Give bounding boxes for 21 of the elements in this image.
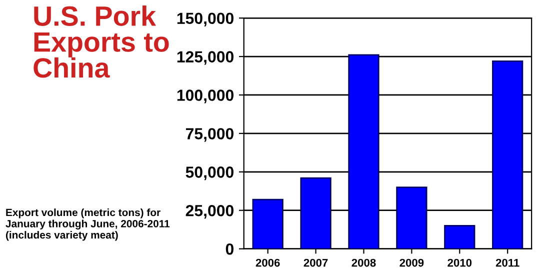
- bar: [300, 177, 332, 249]
- bar: [252, 198, 284, 249]
- y-tick-label: 75,000: [186, 128, 234, 142]
- x-tick-label: 2008: [352, 258, 376, 267]
- y-tick-label: 0: [226, 243, 234, 255]
- y-tick-label: 50,000: [186, 166, 234, 180]
- bar: [396, 186, 428, 249]
- x-tick-label: 2007: [304, 258, 328, 267]
- y-tick-label: 150,000: [177, 12, 234, 26]
- y-tick-label: 125,000: [177, 51, 234, 65]
- bar: [492, 60, 524, 249]
- text: Export volume (metric tons) for January through June, 2006-2011 (includes variety meat): [6, 208, 170, 241]
- y-tick-label: 100,000: [177, 90, 234, 104]
- chart-title: U.S. Pork Exports to China: [34, 6, 169, 78]
- y-tick-label: 25,000: [186, 204, 234, 219]
- bar: [444, 225, 476, 249]
- x-tick-label: 2009: [400, 258, 424, 267]
- x-tick-label: 2010: [448, 258, 472, 267]
- bar: [348, 54, 380, 249]
- x-tick-label: 2011: [496, 258, 520, 267]
- x-tick-label: 2006: [256, 258, 280, 267]
